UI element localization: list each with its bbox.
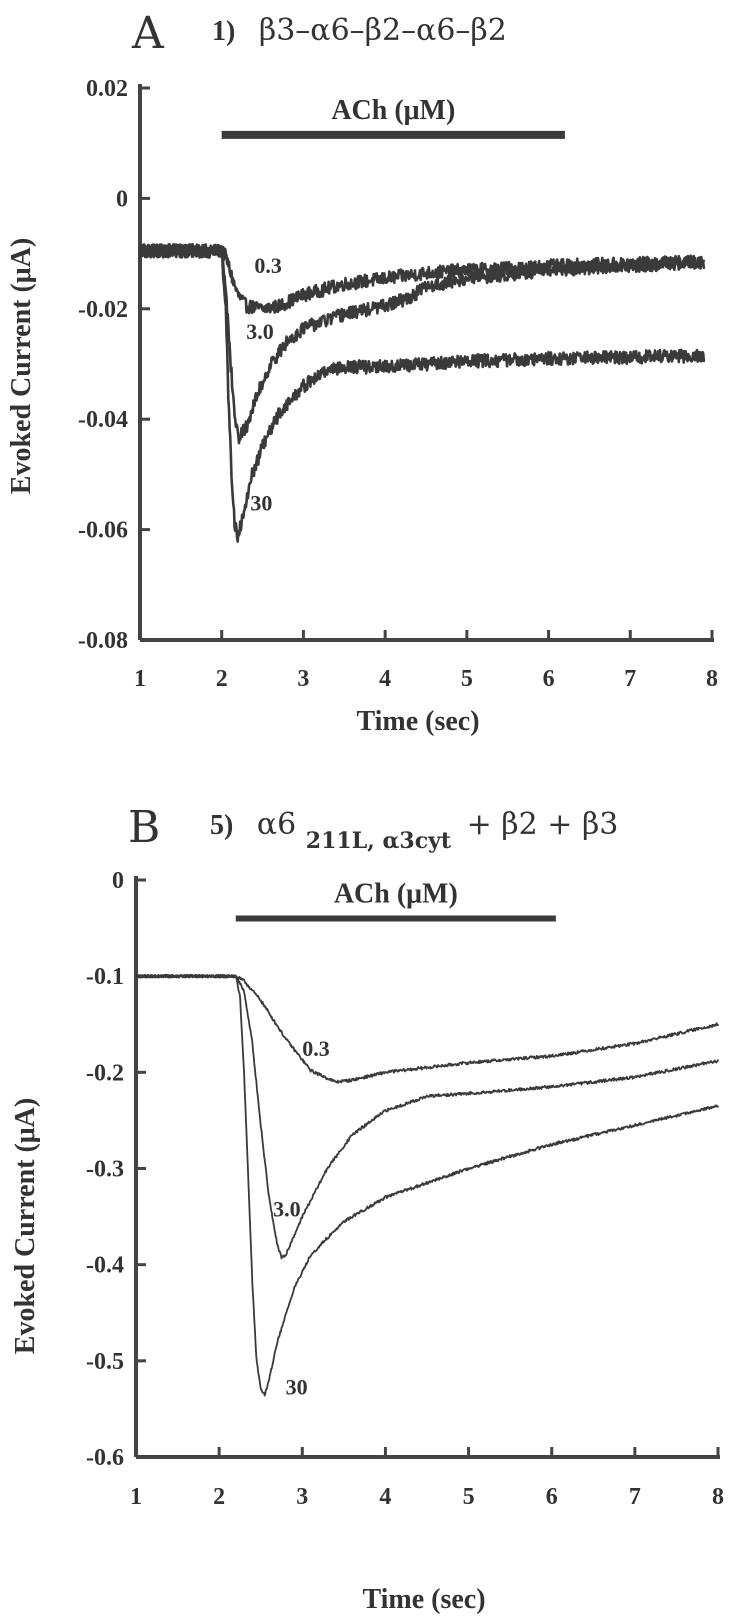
panel-b-title: 5) α6 211L, α3cyt + β2 + β3: [210, 807, 618, 856]
trace-label-3-0: 3.0: [246, 319, 274, 344]
trace-30-um: [135, 973, 719, 1397]
y-tick-label: 0: [112, 868, 124, 894]
y-tick-label: -0.3: [86, 1157, 124, 1183]
trace-label-0-3: 0.3: [302, 1036, 330, 1061]
panel-a-x-axis-title: Time (sec): [356, 706, 479, 737]
trace-3-0-um: [135, 973, 719, 1260]
y-tick-label: -0.6: [86, 1445, 124, 1471]
x-tick-label: 3: [296, 1484, 308, 1510]
trace-3-0-um: [138, 243, 706, 445]
y-tick-label: -0.5: [86, 1349, 124, 1375]
panel-a-y-axis-title: Evoked Current (μA): [6, 238, 37, 494]
panel-b-title-number: 5): [210, 810, 233, 841]
y-tick-label: -0.2: [86, 1060, 124, 1086]
y-tick-label: -0.1: [86, 964, 124, 990]
panel-b-ticks: 0 -0.1 -0.2 -0.3 -0.4 -0.5 -0.61 2 3 4 5 6 7 8: [86, 868, 724, 1510]
y-tick-label: -0.4: [86, 1253, 124, 1279]
y-tick-label: -0.08: [78, 628, 128, 654]
panel-b-letter: B: [128, 802, 160, 853]
ach-label: ACh (μM): [331, 95, 455, 126]
trace-label-3-0: 3.0: [273, 1197, 301, 1222]
trace-0-3-um: [135, 973, 719, 1084]
trace-label-30: 30: [250, 490, 272, 515]
panel-b-overlay: 0.3 3.0 30 ACh (μM): [235, 878, 556, 1399]
panel-b-title-subscript: 211L, α3cyt: [306, 828, 452, 854]
x-tick-label: 7: [624, 666, 636, 692]
x-tick-label: 7: [629, 1484, 641, 1510]
y-tick-label: -0.04: [78, 407, 128, 433]
x-tick-label: 5: [461, 666, 473, 692]
panel-b-y-axis-title: Evoked Current (μA): [10, 1098, 41, 1354]
panel-a-title-number: 1): [212, 16, 235, 47]
trace-30-um: [138, 243, 706, 543]
panel-a-chart: A 1) β3–α6–β2–α6–β2 0.02 0 -0.02 -0.04 -0.06…: [6, 8, 718, 737]
panel-b-title-main: α6: [257, 807, 296, 842]
x-tick-label: 6: [543, 666, 555, 692]
x-tick-label: 6: [546, 1484, 558, 1510]
panel-b-chart: B 5) α6 211L, α3cyt + β2 + β3 0 -0.1 -0.2 -…: [10, 802, 724, 1615]
panel-a-title: 1) β3–α6–β2–α6–β2: [212, 13, 507, 48]
y-tick-label: -0.06: [78, 518, 128, 544]
x-tick-label: 8: [712, 1484, 724, 1510]
x-tick-label: 1: [134, 666, 146, 692]
panel-a-overlay: 0.3 3.0 30 ACh (μM): [221, 95, 565, 515]
x-tick-label: 2: [216, 666, 228, 692]
panel-a-letter: A: [131, 8, 165, 59]
ach-label: ACh (μM): [334, 878, 458, 909]
panel-a-title-text: β3–α6–β2–α6–β2: [259, 13, 507, 48]
panel-b-x-axis-title: Time (sec): [362, 1584, 485, 1615]
panel-b-title-rest: + β2 + β3: [467, 807, 619, 842]
x-tick-label: 5: [463, 1484, 475, 1510]
y-tick-label: 0.02: [86, 76, 128, 102]
y-tick-label: -0.02: [78, 297, 128, 323]
trace-label-0-3: 0.3: [254, 253, 282, 278]
y-tick-label: 0: [116, 186, 128, 212]
x-tick-label: 3: [297, 666, 309, 692]
x-tick-label: 1: [130, 1484, 142, 1510]
panel-b-traces: [135, 973, 719, 1397]
panel-a-traces: [138, 243, 706, 543]
trace-label-30: 30: [286, 1374, 308, 1399]
x-tick-label: 2: [213, 1484, 225, 1510]
x-tick-label: 4: [379, 1484, 391, 1510]
trace-0-3-um: [138, 243, 706, 315]
x-tick-label: 4: [379, 666, 391, 692]
x-tick-label: 8: [706, 666, 718, 692]
panel-a-ticks: 0.02 0 -0.02 -0.04 -0.06 -0.081 2 3 4 5 6 7 8: [78, 76, 718, 692]
